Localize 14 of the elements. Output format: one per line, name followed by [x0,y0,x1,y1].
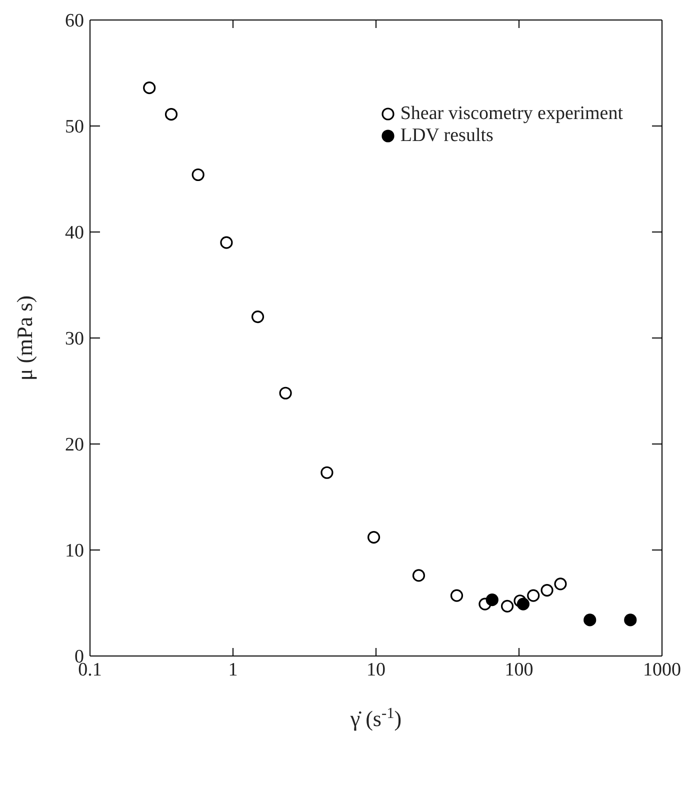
x-tick-label: 1000 [643,659,681,680]
legend-label: Shear viscometry experiment [400,103,623,125]
y-tick-label: 30 [65,328,84,350]
y-tick-label: 10 [65,540,84,562]
legend-label: LDV results [400,125,494,147]
y-tick-label: 40 [65,222,84,244]
y-axis-title: μ (mPa s) [12,295,37,381]
x-tick-label: 100 [504,659,534,680]
y-tick-label: 50 [65,116,84,138]
x-tick-label: 10 [366,659,386,680]
y-tick-label: 60 [65,10,84,32]
x-axis-title: γ̇ (s$^{-1}$) [349,704,402,731]
y-tick-label: 20 [65,434,84,456]
x-tick-label: 1 [228,659,238,680]
